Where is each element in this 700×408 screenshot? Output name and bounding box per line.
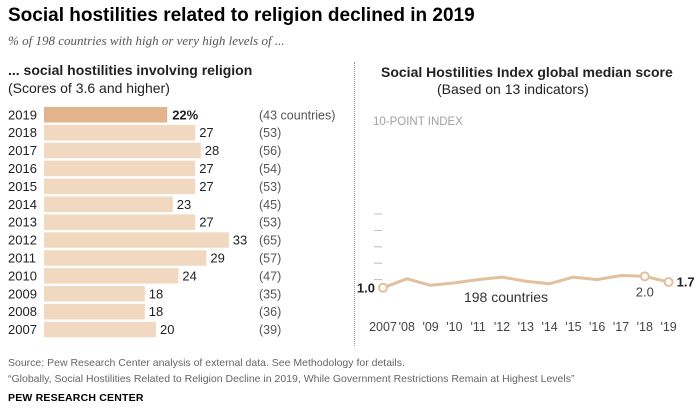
x-tick-label: '17 xyxy=(613,320,629,334)
bar-panel-subtitle: (Scores of 3.6 and higher) xyxy=(8,80,170,96)
bar-value-label: 29 xyxy=(210,250,224,265)
bar-category-label: 2019 xyxy=(8,107,37,122)
bar xyxy=(44,250,207,266)
bar-value-label: 18 xyxy=(149,286,163,301)
bar xyxy=(44,124,196,141)
line-panel-subtitle: (Based on 13 indicators) xyxy=(437,81,589,97)
bar xyxy=(44,214,196,230)
bar-country-count: (35) xyxy=(259,287,281,301)
chart-subtitle: % of 198 countries with high or very hig… xyxy=(8,33,285,48)
bar-category-label: 2007 xyxy=(8,322,37,337)
bar-category-label: 2015 xyxy=(8,179,37,194)
bar xyxy=(44,160,196,177)
bar-country-count: (39) xyxy=(259,323,281,337)
x-tick-label: '13 xyxy=(518,320,534,334)
line-panel-title: Social Hostilities Index global median s… xyxy=(381,64,673,80)
data-point xyxy=(639,271,650,282)
bar-category-label: 2010 xyxy=(8,268,37,283)
bar xyxy=(44,268,179,284)
bar-country-count: (65) xyxy=(259,234,281,248)
chart-title: Social hostilities related to religion d… xyxy=(8,5,475,26)
bar xyxy=(44,286,145,302)
bar-country-count: (57) xyxy=(259,251,281,265)
bar-category-label: 2012 xyxy=(8,233,37,248)
bar-value-label: 33 xyxy=(233,233,247,248)
x-tick-label: '15 xyxy=(565,320,581,334)
bar-panel-title: ... social hostilities involving religio… xyxy=(8,62,253,78)
x-tick-label: '10 xyxy=(446,320,462,334)
x-tick-label: '18 xyxy=(637,320,653,334)
bar-category-label: 2013 xyxy=(8,215,37,230)
x-tick-label: '12 xyxy=(494,320,510,334)
bar-category-label: 2011 xyxy=(8,250,36,265)
bar-value-label: 27 xyxy=(199,161,213,176)
bar-chart: 2019 22% (43 countries)2018 27 (53)2017 28 (56… xyxy=(8,107,335,338)
bar xyxy=(44,321,156,338)
bar-country-count: (54) xyxy=(259,162,281,176)
x-tick-label: '08 xyxy=(399,320,415,334)
bar-category-label: 2016 xyxy=(8,161,37,176)
bar-value-label: 18 xyxy=(149,304,163,319)
bar-category-label: 2014 xyxy=(8,197,37,212)
bar-value-label: 27 xyxy=(199,215,213,230)
x-tick-label: '14 xyxy=(541,320,557,334)
bar-value-label: 20 xyxy=(160,322,174,337)
data-point xyxy=(663,277,674,288)
data-label: 2.0 xyxy=(636,284,654,299)
bar-value-label: 28 xyxy=(205,143,219,158)
data-label: 1.0 xyxy=(357,280,375,295)
bar-value-label: 27 xyxy=(199,179,213,194)
bar-country-count: (43 countries) xyxy=(259,108,335,122)
bar-country-count: (56) xyxy=(259,144,281,158)
data-label: 1.7 xyxy=(677,275,695,290)
bar-country-count: (47) xyxy=(259,269,281,283)
series-line xyxy=(382,274,669,290)
bar xyxy=(44,303,145,320)
bar-country-count: (53) xyxy=(259,126,281,140)
line-chart: 10-POINT INDEX 2007'08 '09 '10 '11 '12 '13 '14 '… xyxy=(357,116,695,334)
bar-country-count: (36) xyxy=(259,305,281,319)
source-note: Source: Pew Research Center analysis of … xyxy=(8,357,405,369)
data-point xyxy=(378,282,388,293)
bar-category-label: 2008 xyxy=(8,304,37,319)
bar xyxy=(44,142,201,159)
series-label: 198 countries xyxy=(464,289,548,305)
bar xyxy=(44,178,196,195)
x-tick-label: 2007 xyxy=(369,320,397,334)
bar-category-label: 2018 xyxy=(8,125,37,140)
y-axis-label: 10-POINT INDEX xyxy=(373,116,463,128)
bar xyxy=(44,196,173,212)
bar-category-label: 2009 xyxy=(8,286,37,301)
bar-value-label: 23 xyxy=(177,197,191,212)
x-tick-label: '09 xyxy=(422,320,438,334)
bar xyxy=(44,232,229,248)
bar-category-label: 2017 xyxy=(8,143,37,158)
bar-country-count: (53) xyxy=(259,216,281,230)
bar-value-label: 24 xyxy=(182,268,196,283)
x-tick-label: '16 xyxy=(589,320,605,334)
brand-logo-text: PEW RESEARCH CENTER xyxy=(8,392,144,404)
panel-divider xyxy=(354,62,355,346)
report-title-note: “Globally, Social Hostilities Related to… xyxy=(8,373,575,385)
bar-value-label: 22% xyxy=(172,107,198,122)
bar-value-label: 27 xyxy=(199,125,213,140)
bar xyxy=(44,107,168,123)
x-tick-label: '19 xyxy=(660,320,676,334)
x-tick-label: '11 xyxy=(471,320,486,334)
bar-country-count: (53) xyxy=(259,180,281,194)
bar-country-count: (45) xyxy=(259,198,281,212)
